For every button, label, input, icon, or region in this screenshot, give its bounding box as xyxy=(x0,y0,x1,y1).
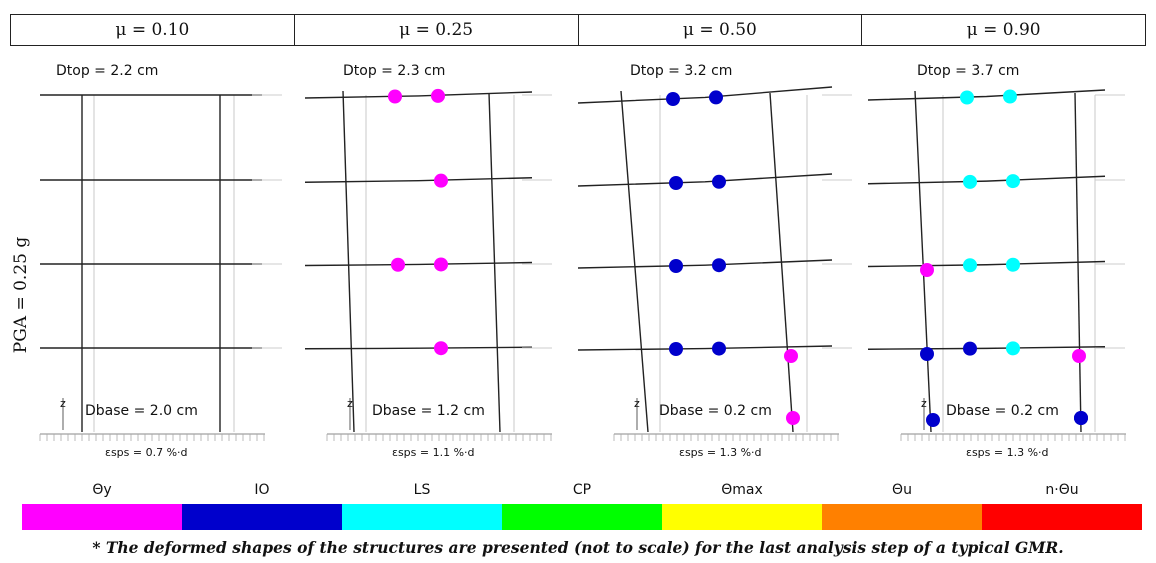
legend-swatch-thetay xyxy=(22,504,182,530)
hinge-marker xyxy=(666,92,680,106)
hinge-marker xyxy=(920,347,934,361)
d-base-label: Dbase = 1.2 cm xyxy=(372,403,485,419)
beam-floor-2 xyxy=(304,261,533,267)
footnote: * The deformed shapes of the structures … xyxy=(92,538,1064,557)
hinge-marker xyxy=(669,176,683,190)
column-left xyxy=(914,90,932,433)
d-base-label: Dbase = 0.2 cm xyxy=(659,403,772,419)
header-mu-4: μ = 0.90 xyxy=(966,20,1041,40)
frame-diagrams: z Dtop = 2.2 cm Dbase = 2.0 cm εsps = 0.7 %… xyxy=(11,63,1126,459)
hinge-marker xyxy=(669,342,683,356)
d-top-label: Dtop = 3.2 cm xyxy=(630,63,732,79)
legend-label-thetamax: Θmax xyxy=(721,482,763,498)
hinge-marker xyxy=(963,174,977,189)
header-row: μ = 0.10 μ = 0.25 μ = 0.50 μ = 0.90 xyxy=(10,14,1146,46)
hinge-marker xyxy=(1006,257,1020,272)
hinge-marker xyxy=(709,90,723,105)
beam-floor-2 xyxy=(577,259,833,269)
hinge-marker xyxy=(926,413,940,427)
legend-swatch-io xyxy=(182,504,342,530)
hinge-marker xyxy=(963,258,977,273)
d-base-label: Dbase = 0.2 cm xyxy=(946,403,1059,419)
beam-floor-4 xyxy=(867,89,1106,101)
hinge-marker xyxy=(388,89,402,104)
z-axis-label: z xyxy=(921,397,927,410)
eps-label: εsps = 0.7 %·d xyxy=(105,446,188,459)
hinge-marker xyxy=(669,259,683,273)
header-mu-1: μ = 0.10 xyxy=(11,15,295,45)
beam-floor-1 xyxy=(867,346,1106,350)
legend-swatch-thetau xyxy=(822,504,982,530)
hinge-marker xyxy=(712,341,726,356)
beam-floor-4 xyxy=(304,91,533,99)
d-base-label: Dbase = 2.0 cm xyxy=(85,403,198,419)
hinge-marker xyxy=(434,173,448,188)
hinge-marker xyxy=(786,411,800,425)
legend-swatch-cp xyxy=(502,504,662,530)
header-mu-3: μ = 0.50 xyxy=(579,15,863,45)
hinge-marker xyxy=(1074,411,1088,425)
legend-swatch-thetamax xyxy=(662,504,822,530)
d-top-label: Dtop = 2.3 cm xyxy=(343,63,445,79)
eps-label: εsps = 1.1 %·d xyxy=(392,446,475,459)
hinge-marker xyxy=(920,263,934,277)
beam-floor-4 xyxy=(577,86,833,104)
eps-label: εsps = 1.3 %·d xyxy=(679,446,762,459)
hinge-marker xyxy=(784,349,798,363)
legend-label-cp: CP xyxy=(572,482,592,498)
frame-panel-2: z Dtop = 2.3 cm Dbase = 1.2 cm εsps = 1.1 %… xyxy=(304,63,552,459)
column-left xyxy=(342,90,355,433)
legend-labels: Θy IO LS CP Θmax Θu n·Θu xyxy=(22,482,1142,504)
hinge-marker xyxy=(1006,341,1020,356)
hinge-marker xyxy=(1006,174,1020,189)
legend-label-thetay: Θy xyxy=(92,482,112,498)
legend-label-io: IO xyxy=(254,482,270,498)
d-top-label: Dtop = 3.7 cm xyxy=(917,63,1019,79)
beam-floor-1 xyxy=(304,346,533,350)
beam-floor-2 xyxy=(867,260,1106,268)
legend-label-n-thetau: n·Θu xyxy=(1045,482,1079,498)
frame-panel-4: z Dtop = 3.7 cm Dbase = 0.2 cm εsps = 1.3 %… xyxy=(867,63,1126,459)
hinge-marker xyxy=(391,257,405,272)
frame-panel-1: z Dtop = 2.2 cm Dbase = 2.0 cm εsps = 0.7 %… xyxy=(39,63,282,459)
z-axis-label: z xyxy=(60,397,66,410)
beam-floor-3 xyxy=(867,175,1106,185)
z-axis-label: z xyxy=(634,397,640,410)
z-axis-label: z xyxy=(347,397,353,410)
header-mu-2: μ = 0.25 xyxy=(295,15,579,45)
hinge-marker xyxy=(712,174,726,189)
legend-label-thetau: Θu xyxy=(892,482,912,498)
hinge-marker xyxy=(1072,349,1086,363)
hinge-marker xyxy=(1003,89,1017,104)
beam-floor-1 xyxy=(577,345,833,351)
legend-swatch-ls xyxy=(342,504,502,530)
hinge-marker xyxy=(431,88,445,103)
beam-floor-3 xyxy=(304,177,533,183)
d-top-label: Dtop = 2.2 cm xyxy=(56,63,158,79)
hinge-marker xyxy=(963,341,977,356)
pga-label: PGA = 0.25 g xyxy=(11,237,31,354)
frame-panel-3: z Dtop = 3.2 cm Dbase = 0.2 cm εsps = 1.3 %… xyxy=(577,63,852,459)
legend-label-ls: LS xyxy=(413,482,431,498)
eps-label: εsps = 1.3 %·d xyxy=(966,446,1049,459)
beam-floor-3 xyxy=(577,173,833,187)
hinge-marker xyxy=(712,258,726,273)
hinge-marker xyxy=(434,341,448,356)
column-left xyxy=(620,90,649,433)
hinge-marker xyxy=(960,90,974,105)
hinge-marker xyxy=(434,257,448,272)
legend-color-bar xyxy=(22,504,1142,530)
legend-swatch-n-thetau xyxy=(982,504,1142,530)
